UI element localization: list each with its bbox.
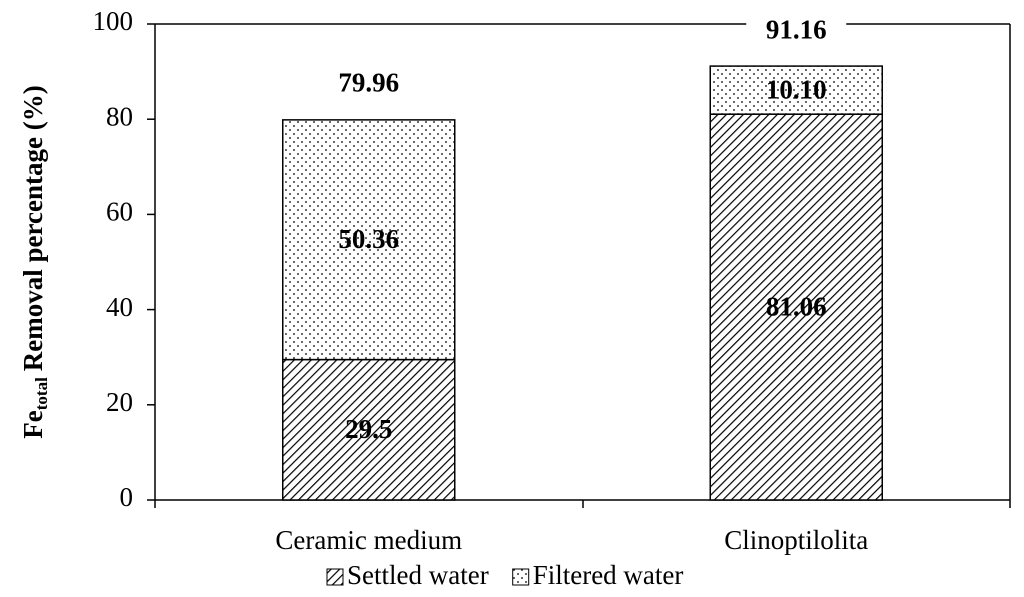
y-tick-label: 60 bbox=[106, 197, 133, 227]
legend-label: Filtered water bbox=[533, 560, 684, 590]
bar-segment bbox=[709, 113, 883, 501]
y-tick-label: 20 bbox=[106, 387, 133, 417]
legend-swatch bbox=[326, 568, 344, 586]
data-label: 81.06 bbox=[766, 291, 827, 321]
y-tick-label: 0 bbox=[120, 482, 134, 512]
y-label-rest: Removal percentage (%) bbox=[18, 85, 48, 371]
y-tick-label: 100 bbox=[93, 6, 134, 36]
x-tick-label: Clinoptilolita bbox=[724, 525, 868, 555]
y-axis-label: Fetotal Removal percentage (%) bbox=[18, 85, 51, 438]
data-label: 50.36 bbox=[338, 224, 399, 254]
bar-segment bbox=[282, 358, 456, 501]
total-label-bg bbox=[746, 14, 847, 51]
y-label-sub: total bbox=[32, 377, 51, 410]
y-label-main: Fe bbox=[18, 410, 48, 438]
legend-label: Settled water bbox=[347, 560, 489, 590]
legend-swatch bbox=[512, 568, 530, 586]
bar-segment bbox=[282, 119, 456, 361]
y-tick-label: 40 bbox=[106, 292, 133, 322]
total-label: 79.96 bbox=[338, 68, 399, 98]
total-label-bg bbox=[318, 67, 419, 104]
x-tick-label: Ceramic medium bbox=[275, 525, 462, 555]
total-label: 91.16 bbox=[766, 14, 827, 44]
data-label: 29.5 bbox=[345, 414, 392, 444]
bar-segment bbox=[709, 65, 883, 115]
y-tick-label: 80 bbox=[106, 101, 133, 131]
data-label: 10.10 bbox=[766, 74, 827, 104]
